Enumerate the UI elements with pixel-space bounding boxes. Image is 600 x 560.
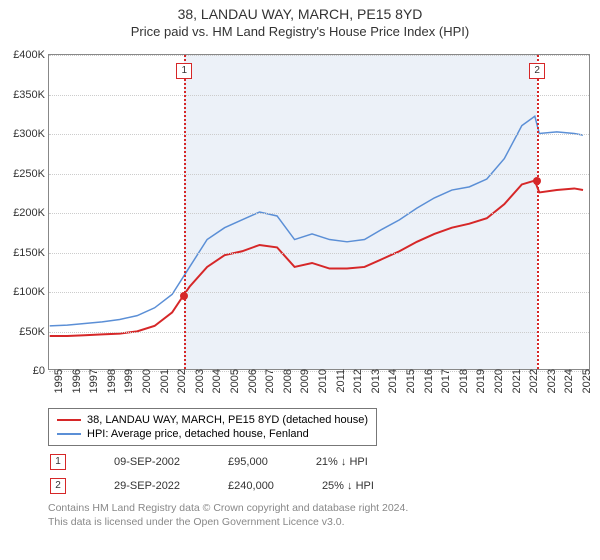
- y-axis-label: £200K: [13, 207, 49, 219]
- series-line: [50, 116, 583, 326]
- y-axis-label: £0: [33, 365, 49, 377]
- transaction-price: £95,000: [228, 456, 268, 468]
- transaction-row: 2 29-SEP-2022 £240,000 25% ↓ HPI: [50, 478, 374, 494]
- x-axis-label: 2006: [243, 369, 259, 393]
- transaction-row: 1 09-SEP-2002 £95,000 21% ↓ HPI: [50, 454, 368, 470]
- gridline: [49, 213, 589, 214]
- transaction-date: 29-SEP-2022: [114, 480, 180, 492]
- legend-label-hpi: HPI: Average price, detached house, Fenl…: [87, 428, 309, 440]
- x-axis-label: 2000: [137, 369, 153, 393]
- transaction-marker-icon: 1: [50, 454, 66, 470]
- y-axis-label: £50K: [19, 326, 49, 338]
- x-axis-label: 2013: [366, 369, 382, 393]
- x-axis-label: 2017: [436, 369, 452, 393]
- chart-container: 38, LANDAU WAY, MARCH, PE15 8YD Price pa…: [0, 0, 600, 560]
- transaction-date: 09-SEP-2002: [114, 456, 180, 468]
- footer-line: This data is licensed under the Open Gov…: [48, 516, 408, 530]
- chart-title: 38, LANDAU WAY, MARCH, PE15 8YD: [0, 0, 600, 22]
- transaction-point-icon: [533, 177, 541, 185]
- marker-vline: [537, 55, 539, 369]
- marker-box-icon: 2: [529, 63, 545, 79]
- legend-label-price-paid: 38, LANDAU WAY, MARCH, PE15 8YD (detache…: [87, 414, 368, 426]
- transaction-price: £240,000: [228, 480, 274, 492]
- x-axis-label: 2008: [278, 369, 294, 393]
- plot-area: £0£50K£100K£150K£200K£250K£300K£350K£400…: [48, 54, 590, 370]
- legend-row: HPI: Average price, detached house, Fenl…: [57, 427, 368, 441]
- x-axis-label: 2025: [577, 369, 593, 393]
- x-axis-label: 2024: [559, 369, 575, 393]
- x-axis-label: 2002: [172, 369, 188, 393]
- gridline: [49, 134, 589, 135]
- gridline: [49, 95, 589, 96]
- x-axis-label: 2023: [542, 369, 558, 393]
- x-axis-label: 2001: [155, 369, 171, 393]
- y-axis-label: £350K: [13, 89, 49, 101]
- x-axis-label: 1999: [119, 369, 135, 393]
- transaction-marker-icon: 2: [50, 478, 66, 494]
- gridline: [49, 332, 589, 333]
- plot-svg: [49, 55, 589, 369]
- x-axis-label: 2012: [348, 369, 364, 393]
- gridline: [49, 55, 589, 56]
- x-axis-label: 2014: [383, 369, 399, 393]
- footer-line: Contains HM Land Registry data © Crown c…: [48, 502, 408, 516]
- gridline: [49, 253, 589, 254]
- legend-swatch-hpi: [57, 433, 81, 435]
- marker-box-icon: 1: [176, 63, 192, 79]
- x-axis-label: 2022: [524, 369, 540, 393]
- y-axis-label: £250K: [13, 168, 49, 180]
- transaction-delta: 21% ↓ HPI: [316, 456, 368, 468]
- series-line: [50, 181, 583, 336]
- y-axis-label: £100K: [13, 286, 49, 298]
- x-axis-label: 2015: [401, 369, 417, 393]
- x-axis-label: 2007: [260, 369, 276, 393]
- x-axis-label: 2010: [313, 369, 329, 393]
- gridline: [49, 292, 589, 293]
- x-axis-label: 2011: [331, 369, 347, 393]
- transaction-point-icon: [180, 292, 188, 300]
- y-axis-label: £400K: [13, 49, 49, 61]
- legend-row: 38, LANDAU WAY, MARCH, PE15 8YD (detache…: [57, 413, 368, 427]
- x-axis-label: 2004: [207, 369, 223, 393]
- gridline: [49, 174, 589, 175]
- x-axis-label: 2003: [190, 369, 206, 393]
- x-axis-label: 2016: [419, 369, 435, 393]
- footer-attribution: Contains HM Land Registry data © Crown c…: [48, 502, 408, 529]
- legend: 38, LANDAU WAY, MARCH, PE15 8YD (detache…: [48, 408, 377, 446]
- x-axis-label: 2021: [507, 369, 523, 393]
- x-axis-label: 1998: [102, 369, 118, 393]
- transaction-delta: 25% ↓ HPI: [322, 480, 374, 492]
- y-axis-label: £300K: [13, 128, 49, 140]
- x-axis-label: 2020: [489, 369, 505, 393]
- x-axis-label: 1997: [84, 369, 100, 393]
- legend-swatch-price-paid: [57, 419, 81, 421]
- x-axis-label: 1995: [49, 369, 65, 393]
- chart-subtitle: Price paid vs. HM Land Registry's House …: [0, 22, 600, 43]
- marker-vline: [184, 55, 186, 369]
- x-axis-label: 2019: [471, 369, 487, 393]
- y-axis-label: £150K: [13, 247, 49, 259]
- x-axis-label: 2009: [295, 369, 311, 393]
- x-axis-label: 2005: [225, 369, 241, 393]
- x-axis-label: 1996: [67, 369, 83, 393]
- x-axis-label: 2018: [454, 369, 470, 393]
